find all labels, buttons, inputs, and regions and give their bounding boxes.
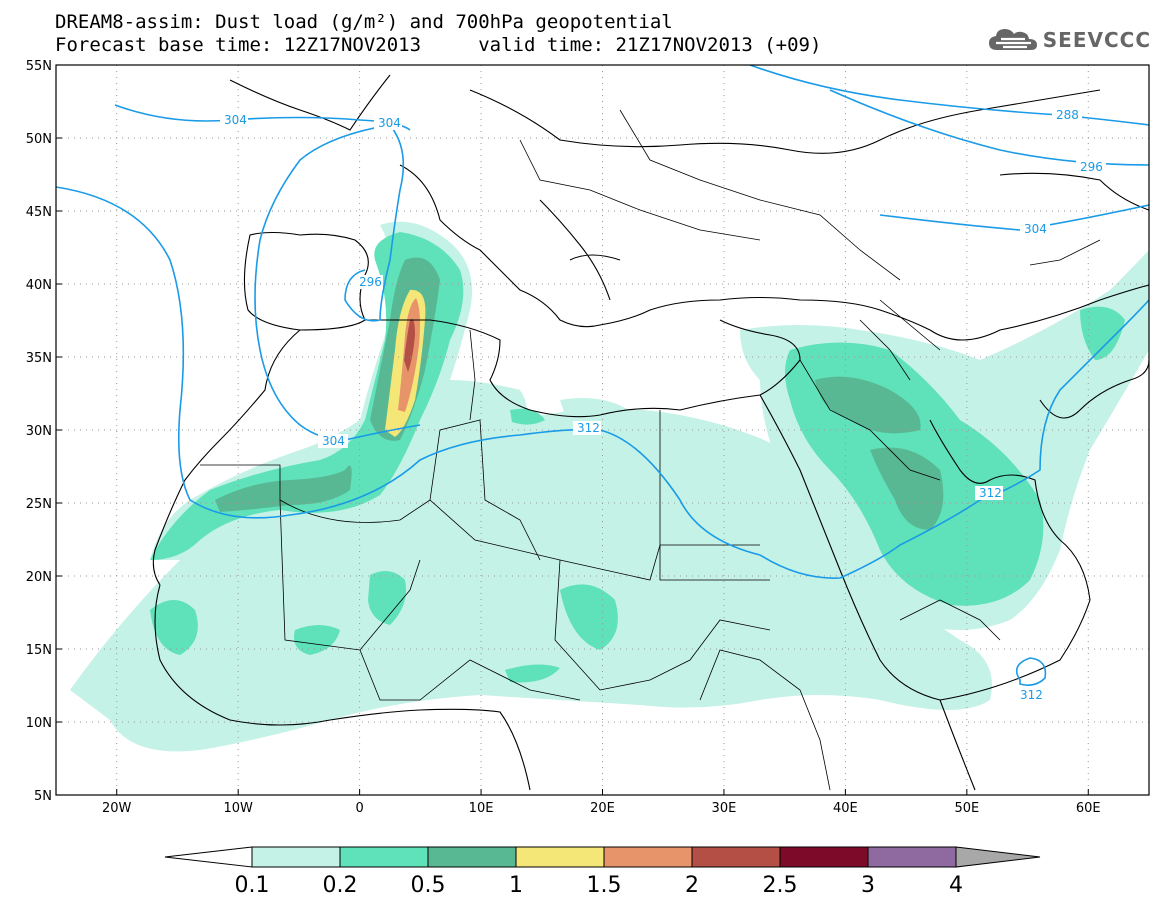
colorbar-swatch — [867, 846, 957, 868]
colorbar-level-label: 4 — [949, 873, 963, 898]
lat-tick-label: 15N — [26, 643, 52, 658]
lon-tick-label: 60E — [1076, 801, 1101, 816]
lat-tick-label: 20N — [26, 570, 52, 585]
colorbar: 0.1 0.2 0.5 1 1.5 2 2.5 3 4 — [164, 846, 1041, 898]
colorbar-level-label: 2 — [685, 873, 699, 898]
seevccc-logo: SEEVCCC — [987, 26, 1151, 54]
map-title: DREAM8-assim: Dust load (g/m²) and 700hP… — [55, 11, 673, 33]
colorbar-level-label: 1 — [509, 873, 523, 898]
colorbar-swatch — [779, 846, 869, 868]
contour-label: 312 — [577, 421, 600, 435]
contour-label: 296 — [1080, 160, 1103, 174]
colorbar-swatch — [691, 846, 781, 868]
lon-tick-label: 50E — [954, 801, 979, 816]
lon-tick-label: 10E — [469, 801, 494, 816]
colorbar-swatch — [427, 846, 517, 868]
contour-label: 288 — [1056, 108, 1079, 122]
lon-tick-label: 20W — [102, 801, 132, 816]
contour-labels: 304 304 296 304 312 312 312 288 296 304 — [220, 108, 1106, 702]
lat-tick-label: 50N — [26, 132, 52, 147]
lon-tick-label: 30E — [712, 801, 737, 816]
lat-tick-label: 40N — [26, 278, 52, 293]
colorbar-level-label: 2.5 — [763, 873, 798, 898]
country-borders — [200, 109, 1101, 791]
colorbar-level-label: 0.5 — [411, 873, 446, 898]
colorbar-over-arrow — [955, 846, 1041, 868]
lat-tick-label: 35N — [26, 351, 52, 366]
lon-tick-label: 0 — [355, 801, 363, 816]
colorbar-level-label: 0.1 — [235, 873, 270, 898]
contour-label: 312 — [1020, 688, 1043, 702]
lon-tick-label: 10W — [223, 801, 253, 816]
cloud-icon — [988, 29, 1037, 50]
coastlines — [152, 74, 1149, 791]
colorbar-swatch — [515, 846, 605, 868]
lat-tick-label: 10N — [26, 716, 52, 731]
contour-label: 296 — [359, 275, 382, 289]
lon-tick-label: 20E — [590, 801, 615, 816]
colorbar-level-label: 0.2 — [323, 873, 358, 898]
contour-label: 304 — [322, 434, 345, 448]
contour-label: 312 — [979, 486, 1002, 500]
axis-labels: 55N 50N 45N 40N 35N 30N 25N 20N 15N 10N 5N 20W 10W 0 1… — [26, 59, 1101, 816]
dust-field-core — [385, 289, 426, 437]
contour-label: 304 — [1024, 222, 1047, 236]
colorbar-under-arrow — [164, 846, 253, 868]
logo-text: SEEVCCC — [1042, 28, 1151, 52]
colorbar-swatch — [603, 846, 693, 868]
lon-tick-label: 40E — [833, 801, 858, 816]
colorbar-level-label: 3 — [861, 873, 875, 898]
lat-tick-label: 25N — [26, 497, 52, 512]
lat-tick-label: 55N — [26, 59, 52, 74]
colorbar-swatch — [339, 846, 429, 868]
contour-label: 304 — [224, 113, 247, 127]
contour-label: 304 — [378, 116, 401, 130]
lat-tick-label: 5N — [34, 789, 52, 804]
colorbar-swatch — [251, 846, 341, 868]
forecast-time-subtitle: Forecast base time: 12Z17NOV2013 valid t… — [55, 34, 822, 56]
lat-tick-label: 45N — [26, 205, 52, 220]
lat-tick-label: 30N — [26, 424, 52, 439]
colorbar-level-label: 1.5 — [587, 873, 622, 898]
